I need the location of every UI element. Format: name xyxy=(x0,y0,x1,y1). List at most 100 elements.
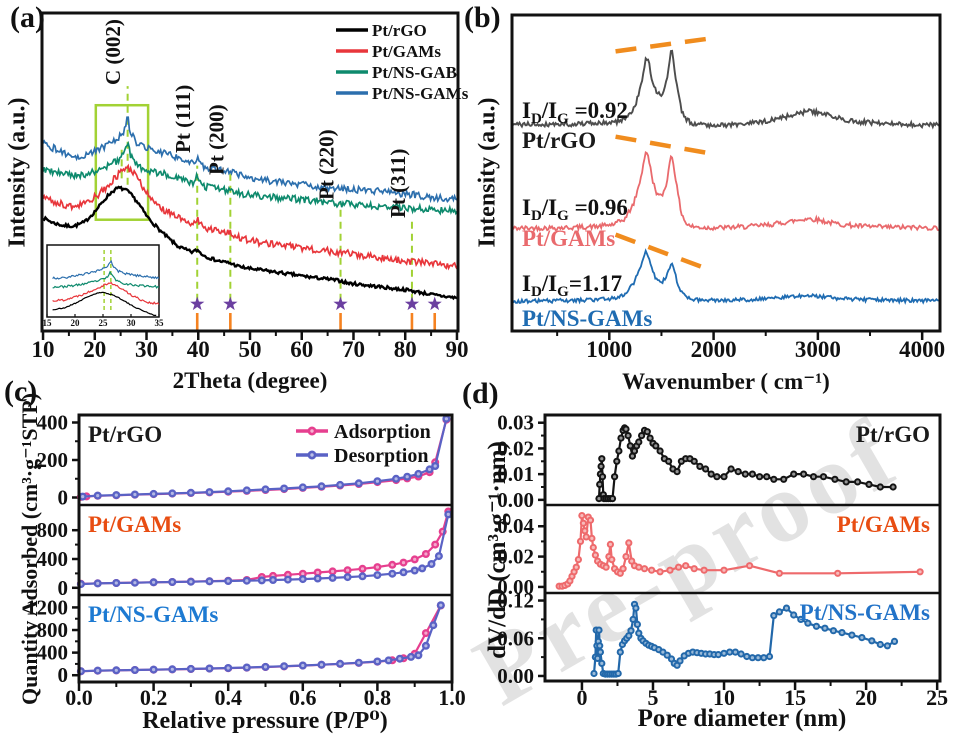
panel-c-x-axis-title: Relative pressure (P/P⁰) xyxy=(142,708,388,734)
inset-tick-label: 30 xyxy=(127,318,137,328)
panel-d-frame xyxy=(543,413,942,683)
subpanel-label: Pt/NS-GAMs xyxy=(800,600,930,625)
panel-c-label: (c) xyxy=(4,375,38,408)
reference-star-marker xyxy=(404,296,420,311)
tick-label: 40 xyxy=(187,337,210,362)
series-Pt-NS-GAMs xyxy=(511,248,941,305)
tick-label: 0.00 xyxy=(497,488,534,512)
inset-tick-label: 20 xyxy=(71,318,81,328)
curve-name-label: Pt/rGO xyxy=(522,128,596,153)
panel-d-label: (d) xyxy=(462,377,499,410)
peak-label: Pt (220) xyxy=(315,129,339,200)
curve-name-label: Pt/GAMs xyxy=(522,226,615,251)
reference-star-marker xyxy=(190,296,205,311)
panel-b-y-axis-title: Intensity (a.u.) xyxy=(474,97,501,248)
tick-label: 400 xyxy=(37,641,69,665)
subpanel-label: Pt/GAMs xyxy=(837,512,930,537)
tick-label: 800 xyxy=(37,518,69,542)
panel-a-label: (a) xyxy=(10,1,45,34)
tick-label: 200 xyxy=(37,448,69,472)
legend-label: Pt/NS-GAMs xyxy=(372,84,469,103)
series-Pt-GAMs xyxy=(511,150,941,233)
peak-label: Pt (311) xyxy=(386,149,410,218)
inset-tick-label: 25 xyxy=(99,318,109,328)
tick-label: 20 xyxy=(855,685,877,710)
tick-label: 0.01 xyxy=(497,462,534,486)
id-ig-ratio-label: ID/IG =0.92 xyxy=(522,98,628,127)
tick-label: 70 xyxy=(342,337,365,362)
inset-tick-label: 15 xyxy=(43,318,53,328)
inset-tick-label: 35 xyxy=(155,318,165,328)
panel-b-x-axis-title: Wavenumber ( cm⁻¹) xyxy=(622,369,830,394)
peak-label: C (002) xyxy=(101,19,125,85)
subpanel-label: Pt/rGO xyxy=(856,422,930,447)
panel-d-y-axis-title: dV/dD (cm³·g⁻¹·nm) xyxy=(484,441,511,659)
panel-c-y-axis-title: Quantity Adsorbed (cm³·g⁻¹STP) xyxy=(17,392,42,706)
legend-label: Pt/rGO xyxy=(372,21,427,40)
series-Pt-rGO xyxy=(42,185,458,301)
tick-label: 50 xyxy=(239,337,262,362)
peak-label: Pt (200) xyxy=(204,104,228,175)
tick-label: 0.2 xyxy=(140,685,168,710)
tick-label: 0.02 xyxy=(497,436,534,460)
tick-label: 0.12 xyxy=(497,589,534,613)
subpanel-label: Pt/rGO xyxy=(88,422,162,447)
tick-label: 0.02 xyxy=(497,545,534,569)
tick-label: 0.00 xyxy=(497,575,534,599)
legend-label: Desorption xyxy=(334,445,428,467)
legend-label: Adsorption xyxy=(334,421,431,443)
tick-label: 2000 xyxy=(691,337,737,362)
tick-label: 90 xyxy=(445,337,468,362)
tick-label: 400 xyxy=(37,547,69,571)
tick-label: 0 xyxy=(58,576,69,600)
reference-star-marker xyxy=(333,296,348,311)
panel-a-x-axis-title: 2Theta (degree) xyxy=(172,368,328,393)
tick-label: 1200 xyxy=(26,595,68,619)
panel-a-y-axis-title: Intensity (a.u.) xyxy=(4,97,31,248)
tick-label: 1000 xyxy=(586,337,632,362)
tick-label: 0.0 xyxy=(65,685,93,710)
peak-label: Pt (111) xyxy=(171,85,195,153)
panel-a: C (002) Pt (111) Pt (200) Pt (220) Pt (311) 1… xyxy=(32,11,469,362)
tick-label: 80 xyxy=(394,337,417,362)
reference-star-marker xyxy=(223,296,238,311)
subpanel-label: Pt/GAMs xyxy=(88,512,181,537)
tick-label: 0.06 xyxy=(497,626,534,650)
tick-label: 4000 xyxy=(899,337,945,362)
series-Pt-rGO xyxy=(511,49,941,130)
tick-label: 0 xyxy=(576,685,587,710)
tick-label: 1.0 xyxy=(438,685,466,710)
tick-label: 0.8 xyxy=(364,685,392,710)
tick-label: 0 xyxy=(58,663,69,687)
panel-b-label: (b) xyxy=(464,1,501,34)
tick-label: 15 xyxy=(784,685,806,710)
series-Pt-NS-GAB xyxy=(42,140,458,216)
tick-label: 400 xyxy=(37,411,69,435)
legend-label: Pt/GAMs xyxy=(372,42,441,61)
tick-label: 0.03 xyxy=(497,411,534,435)
panel-a-inset: 15 20 25 30 35 xyxy=(43,244,165,328)
tick-label: 0.04 xyxy=(497,514,534,538)
tick-label: 10 xyxy=(32,337,55,362)
subpanel-label: Pt/NS-GAMs xyxy=(88,602,218,627)
tick-label: 10 xyxy=(713,685,735,710)
id-ig-ratio-label: ID/IG=1.17 xyxy=(522,271,622,300)
id-ig-ratio-label: ID/IG =0.96 xyxy=(522,195,628,224)
panel-b-frame xyxy=(510,13,942,333)
tick-label: 30 xyxy=(135,337,158,362)
legend-label: Pt/NS-GAB xyxy=(372,63,457,82)
tick-label: 800 xyxy=(37,618,69,642)
panel-d-x-axis-title: Pore diameter (nm) xyxy=(637,705,847,732)
tick-label: 25 xyxy=(926,685,948,710)
series-Pt-GAMs xyxy=(42,163,458,271)
tick-label: 0.00 xyxy=(497,664,534,688)
tick-label: 3000 xyxy=(795,337,841,362)
tick-label: 0.6 xyxy=(289,685,317,710)
reference-star-marker xyxy=(427,296,442,311)
highlight-box xyxy=(94,103,150,221)
